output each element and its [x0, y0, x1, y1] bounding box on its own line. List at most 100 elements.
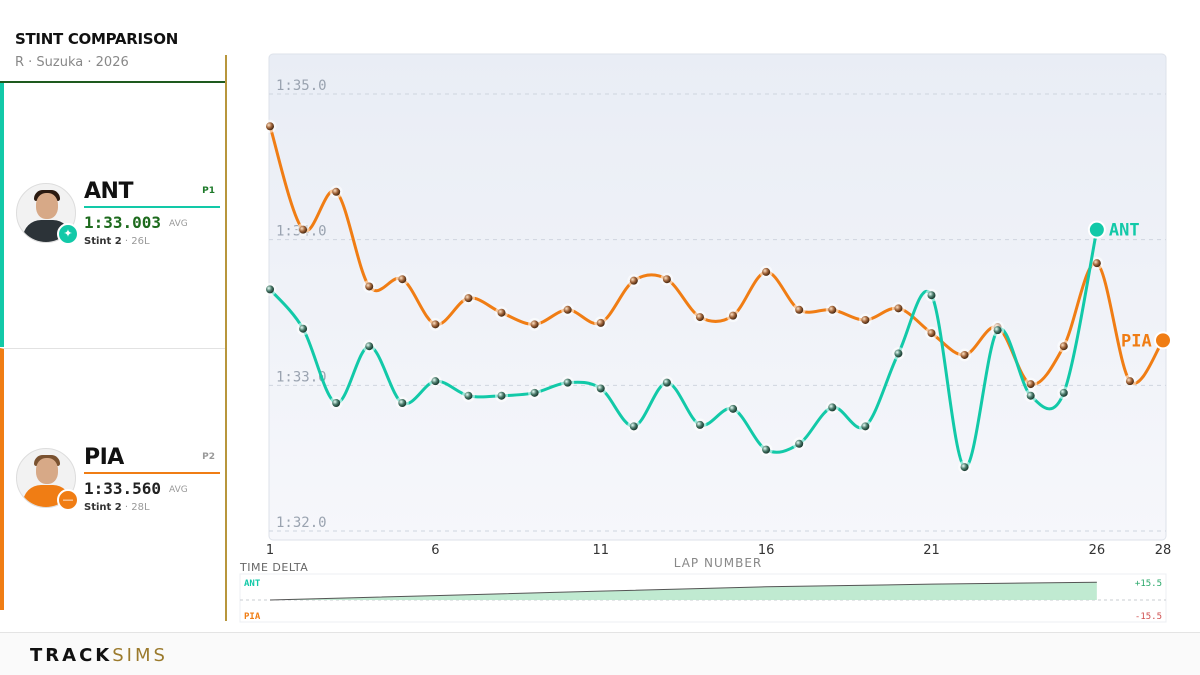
- delta-bottom-value: -15.5: [1135, 612, 1162, 622]
- brand-name-bold: TRACK: [30, 645, 113, 666]
- data-point: [266, 285, 274, 294]
- series-end-point: [1087, 220, 1106, 239]
- data-point: [1026, 391, 1035, 400]
- delta-line: [269, 581, 1097, 601]
- avg-label: AVG: [169, 219, 188, 229]
- stint-label: Stint 2: [84, 236, 122, 247]
- footer-bar: TRACKSIMS: [0, 632, 1200, 675]
- stint-laps: · 26L: [121, 236, 150, 247]
- data-point: [431, 377, 440, 386]
- lap-time-chart: 1:35.01:34.01:33.01:32.0161116212628LAP …: [239, 53, 1172, 623]
- data-point: [464, 294, 473, 303]
- y-tick-label: 1:32.0: [276, 515, 327, 531]
- data-point: [530, 320, 539, 329]
- x-tick-label: 16: [758, 543, 775, 558]
- y-tick-label: 1:33.0: [276, 369, 327, 385]
- data-point: [960, 350, 969, 359]
- driver-color-underline: [84, 472, 220, 474]
- avg-lap-time: 1:33.560: [84, 479, 162, 498]
- stint-info: Stint 2 · 28L: [84, 502, 150, 513]
- team-logo-icon: ✦: [57, 223, 79, 245]
- sidebar-divider: [225, 55, 227, 621]
- data-point: [629, 422, 638, 431]
- data-point: [1026, 380, 1035, 389]
- data-point: [299, 225, 308, 234]
- driver-code: ANT: [84, 179, 133, 204]
- data-point: [795, 439, 804, 448]
- data-point: [596, 318, 605, 327]
- data-point: [332, 187, 341, 196]
- data-point: [365, 342, 374, 351]
- stint-label: Stint 2: [84, 502, 122, 513]
- avatar: [16, 183, 76, 243]
- team-logo-icon: —: [57, 489, 79, 511]
- session-subtitle: R · Suzuka · 2026: [15, 55, 129, 70]
- data-point: [299, 324, 308, 333]
- data-point: [993, 326, 1002, 335]
- data-point: [629, 276, 638, 285]
- x-axis-label: LAP NUMBER: [674, 556, 763, 570]
- panel-header: STINT COMPARISON R · Suzuka · 2026: [0, 0, 226, 83]
- data-point: [596, 384, 605, 393]
- x-tick-label: 1: [266, 543, 274, 558]
- series-end-label: PIA: [1121, 331, 1152, 351]
- plot-area: [268, 53, 1167, 541]
- data-point: [1125, 377, 1134, 386]
- data-point: [960, 463, 969, 472]
- position-badge: P1: [202, 186, 215, 196]
- data-point: [497, 308, 506, 317]
- x-tick-label: 6: [431, 543, 439, 558]
- data-point: [563, 305, 572, 314]
- x-tick-label: 21: [923, 543, 940, 558]
- x-tick-label: 28: [1155, 543, 1172, 558]
- y-tick-label: 1:35.0: [276, 78, 327, 94]
- data-point: [1092, 259, 1101, 268]
- data-point: [365, 282, 374, 291]
- data-point: [729, 404, 738, 413]
- x-tick-label: 26: [1089, 543, 1106, 558]
- page-title: STINT COMPARISON: [15, 30, 178, 48]
- driver-card-ant[interactable]: ✦ ANT P1 1:33.003 AVG Stint 2 · 26L: [0, 83, 225, 347]
- data-point: [695, 313, 704, 322]
- data-point: [662, 378, 671, 387]
- avg-lap-time: 1:33.003: [84, 213, 162, 232]
- position-badge: P2: [202, 452, 215, 462]
- data-point: [828, 403, 837, 412]
- data-point: [1059, 342, 1068, 351]
- data-point: [464, 391, 473, 400]
- data-point: [431, 320, 440, 329]
- data-point: [729, 311, 738, 320]
- driver-color-underline: [84, 206, 220, 208]
- series-end-label: ANT: [1109, 221, 1140, 241]
- delta-title: TIME DELTA: [239, 561, 308, 574]
- data-point: [762, 445, 771, 454]
- data-point: [530, 388, 539, 397]
- data-point: [1059, 388, 1068, 397]
- data-point: [398, 275, 407, 284]
- delta-top-label: ANT: [244, 579, 261, 589]
- driver-card-pia[interactable]: — PIA P2 1:33.560 AVG Stint 2 · 28L: [0, 348, 225, 610]
- header-divider: [0, 81, 226, 83]
- data-point: [828, 305, 837, 314]
- delta-area: [270, 582, 1097, 600]
- delta-bottom-label: PIA: [244, 612, 261, 622]
- data-point: [695, 420, 704, 429]
- x-tick-label: 11: [592, 543, 609, 558]
- data-point: [861, 315, 870, 324]
- avg-label: AVG: [169, 485, 188, 495]
- data-point: [861, 422, 870, 431]
- brand-name-light: SIMS: [112, 645, 168, 666]
- data-point: [927, 291, 936, 300]
- data-point: [266, 122, 274, 131]
- series-end-point: [1154, 331, 1172, 350]
- data-point: [762, 267, 771, 276]
- driver-code: PIA: [84, 445, 124, 470]
- data-point: [927, 329, 936, 338]
- delta-top-value: +15.5: [1135, 579, 1162, 589]
- brand-logo: TRACKSIMS: [30, 645, 168, 666]
- data-point: [894, 304, 903, 313]
- stint-laps: · 28L: [121, 502, 150, 513]
- data-point: [497, 391, 506, 400]
- data-point: [894, 349, 903, 358]
- data-point: [332, 399, 341, 408]
